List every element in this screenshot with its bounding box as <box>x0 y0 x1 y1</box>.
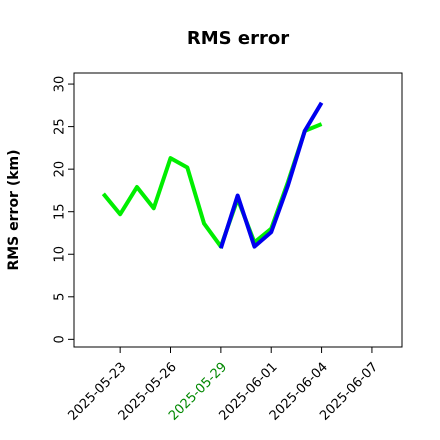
y-tick-label: 0 <box>53 335 68 343</box>
y-axis-label: RMS error (km) <box>6 149 22 270</box>
y-tick-label: 30 <box>53 76 68 93</box>
plot-frame <box>73 72 403 348</box>
y-tick-label: 20 <box>53 161 68 178</box>
y-tick-label: 5 <box>53 293 68 301</box>
series-line <box>218 101 324 249</box>
y-tick-label: 25 <box>53 118 68 135</box>
y-tick-label: 15 <box>53 203 68 220</box>
y-tick-label: 10 <box>53 246 68 263</box>
chart-title: RMS error <box>187 28 289 49</box>
